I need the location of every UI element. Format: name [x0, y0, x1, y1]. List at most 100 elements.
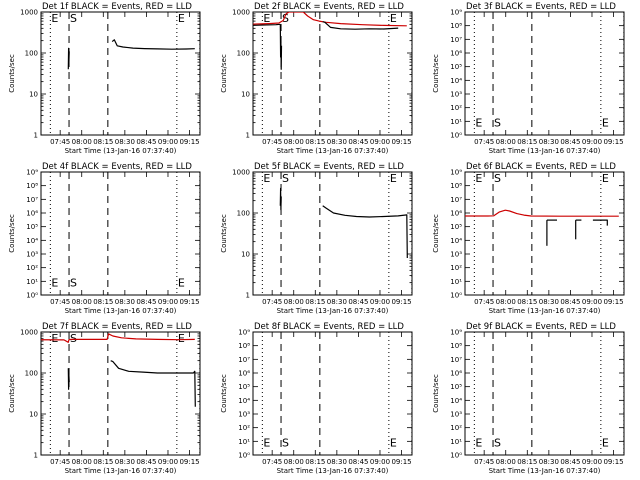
x-tick-label: 09:15 — [391, 458, 411, 466]
x-axis-label: Start Time (13-Jan-16 07:37:40) — [489, 467, 601, 475]
x-tick-label: 08:15 — [305, 298, 325, 306]
y-tick-label: 10² — [238, 424, 250, 432]
y-axis-label: Counts/sec — [8, 54, 16, 93]
x-tick-label: 08:45 — [136, 458, 156, 466]
plot-frame — [40, 11, 201, 136]
x-tick-label: 09:00 — [582, 298, 602, 306]
x-tick-label: 07:45 — [474, 298, 494, 306]
y-axis-label: Counts/sec — [220, 214, 228, 253]
y-tick-label: 10⁷ — [26, 196, 38, 204]
y-tick-label: 100 — [237, 210, 250, 218]
y-tick-label: 1 — [246, 292, 250, 300]
x-tick-label: 07:45 — [262, 458, 282, 466]
y-tick-label: 10⁵ — [450, 63, 462, 71]
detector-panel: Det 3f BLACK = Events, RED = LLD 10⁹ 10⁸ 10… — [432, 2, 625, 155]
marker-label: S — [494, 117, 501, 130]
events-series-line — [279, 24, 283, 70]
y-tick-label: 10 — [241, 91, 250, 99]
events-series-line — [279, 187, 282, 211]
x-tick-label: 09:00 — [582, 138, 602, 146]
marker-label: E — [178, 332, 185, 345]
events-series-line — [322, 205, 408, 259]
x-axis-label: Start Time (13-Jan-16 07:37:40) — [277, 307, 389, 315]
y-tick-label: 10⁶ — [238, 370, 250, 378]
plot-frame — [464, 331, 625, 456]
plot-frame — [40, 171, 201, 296]
x-tick-label: 08:00 — [496, 138, 516, 146]
y-tick-label: 10⁸ — [450, 22, 462, 30]
x-tick-label: 08:00 — [72, 138, 92, 146]
x-tick-label: 07:45 — [262, 138, 282, 146]
marker-label: S — [282, 12, 289, 25]
x-tick-label: 08:30 — [115, 458, 135, 466]
marker-label: E — [390, 12, 397, 25]
x-tick-label: 08:30 — [115, 138, 135, 146]
x-tick-label: 08:15 — [93, 458, 113, 466]
series-group — [41, 333, 196, 407]
y-tick-label: 10⁷ — [238, 356, 250, 364]
y-axis-label: Counts/sec — [8, 374, 16, 413]
x-tick-label: 07:45 — [474, 458, 494, 466]
marker-label: E — [51, 332, 58, 345]
y-tick-label: 10⁷ — [450, 356, 462, 364]
y-tick-label: 10² — [450, 264, 462, 272]
x-tick-label: 08:30 — [327, 458, 347, 466]
y-tick-label: 10² — [26, 264, 38, 272]
y-tick-label: 100 — [25, 370, 38, 378]
x-tick-label: 08:45 — [560, 458, 580, 466]
marker-label: S — [70, 277, 77, 290]
y-tick-label: 10¹ — [238, 438, 250, 446]
detector-panel: Det 1f BLACK = Events, RED = LLD 1000 100 1… — [8, 2, 201, 155]
x-tick-label: 08:00 — [496, 458, 516, 466]
x-tick-label: 09:00 — [158, 298, 178, 306]
x-tick-label: 08:15 — [305, 458, 325, 466]
marker-label: E — [51, 277, 58, 290]
x-tick-label: 09:15 — [603, 138, 623, 146]
x-tick-label: 07:45 — [50, 458, 70, 466]
x-tick-label: 08:00 — [496, 298, 516, 306]
y-tick-label: 10⁴ — [26, 237, 38, 245]
x-tick-label: 08:15 — [517, 458, 537, 466]
x-axis-label: Start Time (13-Jan-16 07:37:40) — [65, 467, 177, 475]
y-axis-label: Counts/sec — [220, 54, 228, 93]
y-tick-label: 10⁷ — [450, 196, 462, 204]
y-tick-label: 10⁴ — [450, 237, 462, 245]
x-tick-label: 08:15 — [517, 138, 537, 146]
plot-frame — [464, 11, 625, 136]
y-tick-label: 1000 — [20, 9, 38, 17]
panel-title: Det 6f BLACK = Events, RED = LLD — [466, 162, 616, 172]
x-tick-label: 08:45 — [560, 138, 580, 146]
x-tick-label: 08:30 — [327, 298, 347, 306]
y-tick-label: 10³ — [238, 411, 250, 419]
events-series-line — [67, 47, 70, 70]
x-tick-label: 09:15 — [391, 298, 411, 306]
panel-title: Det 7f BLACK = Events, RED = LLD — [42, 322, 192, 332]
events-series-line — [110, 360, 196, 407]
y-tick-label: 1000 — [232, 9, 250, 17]
y-tick-label: 100 — [237, 50, 250, 58]
x-tick-label: 09:15 — [179, 458, 199, 466]
plot-frame — [252, 11, 413, 136]
detector-panel: Det 5f BLACK = Events, RED = LLD 1000 100 1… — [220, 162, 413, 315]
y-tick-label: 10⁶ — [450, 370, 462, 378]
x-tick-label: 08:30 — [539, 458, 559, 466]
y-tick-label: 10⁹ — [450, 9, 462, 17]
x-tick-label: 08:30 — [539, 138, 559, 146]
y-tick-label: 10³ — [26, 251, 38, 259]
marker-label: E — [263, 172, 270, 185]
y-tick-label: 1 — [246, 132, 250, 140]
plot-frame — [464, 171, 625, 296]
y-tick-label: 10⁸ — [238, 342, 250, 350]
lld-series-line — [253, 12, 407, 27]
x-tick-label: 08:30 — [539, 298, 559, 306]
y-tick-label: 10⁹ — [450, 169, 462, 177]
y-tick-label: 10⁶ — [26, 210, 38, 218]
lld-series-line — [465, 209, 619, 217]
y-tick-label: 10⁵ — [26, 223, 38, 231]
x-tick-label: 09:00 — [370, 298, 390, 306]
marker-label: E — [602, 117, 609, 130]
series-group — [253, 12, 407, 70]
x-tick-label: 09:15 — [603, 298, 623, 306]
y-tick-label: 10 — [29, 91, 38, 99]
y-tick-label: 10⁴ — [450, 397, 462, 405]
